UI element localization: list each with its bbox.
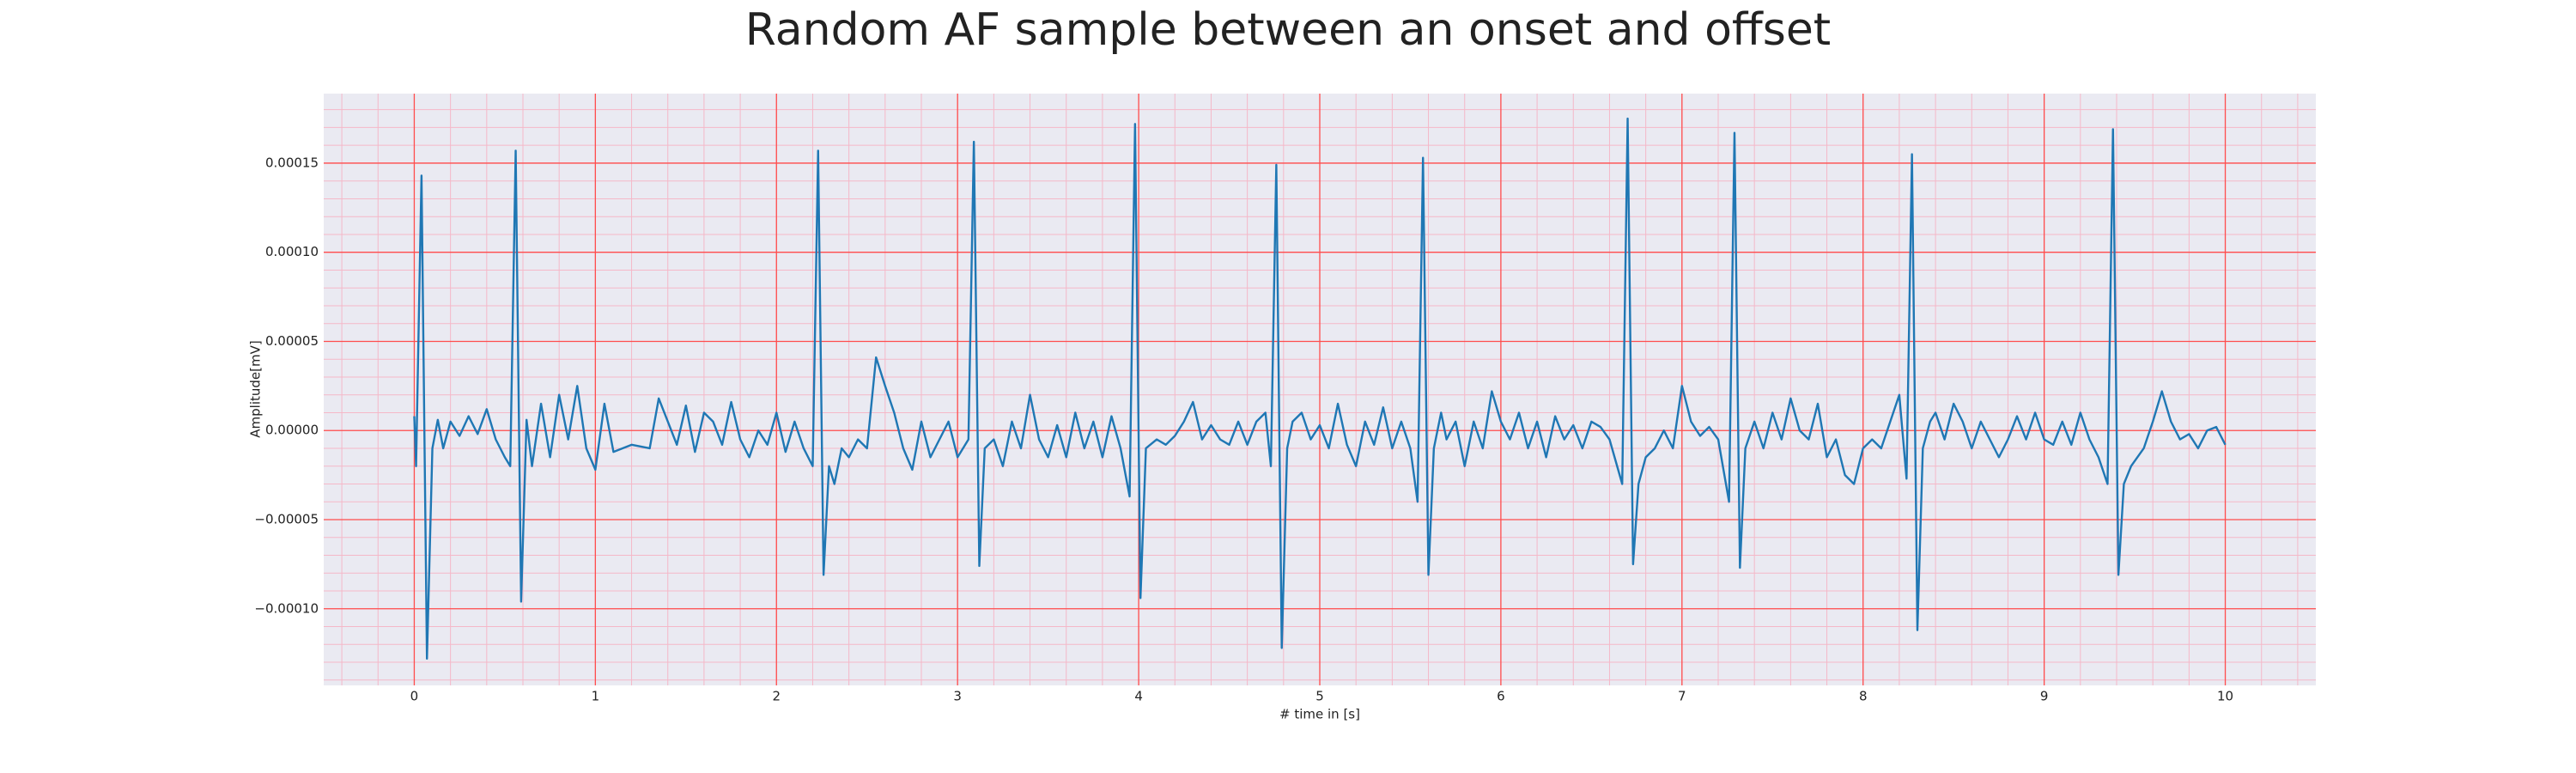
y-tick-label: 0.00010	[265, 244, 319, 259]
signal-line	[413, 117, 2227, 660]
x-tick-label: 3	[953, 689, 962, 704]
x-tick-label: 7	[1678, 689, 1686, 704]
x-tick-label: 1	[592, 689, 600, 704]
x-tick-label: 5	[1315, 689, 1324, 704]
x-tick-label: 4	[1134, 689, 1143, 704]
y-axis-label: Amplitude[mV]	[248, 340, 264, 437]
y-tick-label: 0.00005	[265, 333, 319, 349]
x-tick-label: 6	[1497, 689, 1505, 704]
y-tick-label: −0.00005	[254, 511, 319, 526]
y-tick-label: −0.00010	[254, 600, 319, 616]
chart-title: Random AF sample between an onset and of…	[745, 4, 1831, 56]
x-tick-label: 0	[410, 689, 419, 704]
x-tick-label: 9	[2040, 689, 2049, 704]
x-tick-label: 10	[2217, 689, 2233, 704]
x-tick-label: 8	[1859, 689, 1868, 704]
y-tick-label: 0.00000	[265, 423, 319, 438]
x-axis-label: # time in [s]	[1279, 707, 1360, 722]
y-tick-label: 0.00015	[265, 155, 319, 170]
x-tick-label: 2	[772, 689, 781, 704]
